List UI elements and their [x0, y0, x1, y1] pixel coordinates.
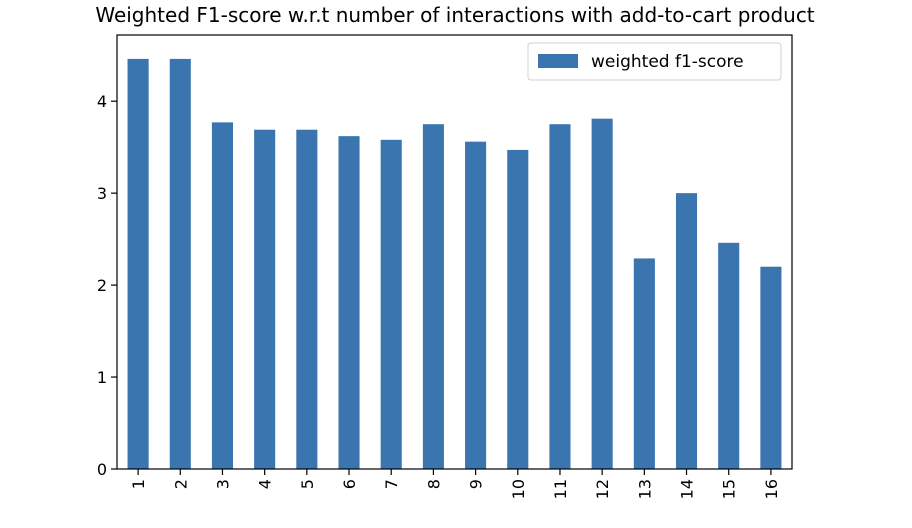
bar-14 — [675, 193, 698, 469]
x-tick-label-8: 8 — [424, 479, 443, 489]
legend-label: weighted f1-score — [591, 52, 744, 72]
x-tick-label-6: 6 — [340, 479, 359, 489]
chart-title: Weighted F1-score w.r.t number of intera… — [95, 3, 814, 27]
x-tick-label-5: 5 — [298, 479, 317, 489]
x-tick-label-7: 7 — [382, 479, 401, 489]
y-tick-label-1: 1 — [97, 368, 107, 387]
x-tick-label-11: 11 — [551, 479, 570, 499]
x-tick-label-10: 10 — [509, 479, 528, 499]
x-tick-label-16: 16 — [762, 479, 781, 499]
bar-9 — [465, 141, 487, 469]
x-tick-label-13: 13 — [635, 479, 654, 499]
legend: weighted f1-score — [527, 42, 782, 81]
bar-2 — [169, 58, 191, 469]
bar-13 — [633, 258, 655, 469]
x-tick-label-15: 15 — [720, 479, 739, 499]
y-tick-label-4: 4 — [97, 92, 107, 111]
bars-layer — [127, 58, 782, 470]
plot-frame — [116, 34, 793, 470]
y-axis: 0 1 2 3 4 — [97, 92, 117, 479]
x-tick-label-3: 3 — [213, 479, 232, 489]
bar-16 — [760, 266, 782, 469]
x-tick-label-14: 14 — [678, 479, 697, 499]
legend-box — [527, 42, 782, 81]
legend-swatch — [538, 54, 578, 68]
bar-3 — [211, 122, 234, 469]
y-tick-label-0: 0 — [97, 460, 107, 479]
bar-4 — [254, 129, 276, 469]
y-tick-label-2: 2 — [97, 276, 107, 295]
y-tick-label-3: 3 — [97, 184, 107, 203]
x-tick-label-1: 1 — [129, 479, 148, 489]
bar-7 — [380, 139, 402, 469]
bar-1 — [127, 58, 149, 469]
x-tick-label-9: 9 — [467, 479, 486, 489]
bar-11 — [549, 124, 571, 469]
bar-12 — [591, 118, 613, 470]
x-tick-label-2: 2 — [171, 479, 190, 489]
bar-15 — [718, 242, 740, 469]
bar-6 — [338, 136, 360, 469]
bar-10 — [507, 149, 529, 469]
bar-5 — [296, 129, 318, 469]
x-axis: 1 2 3 4 5 6 7 8 9 10 11 12 13 14 15 16 — [129, 469, 781, 499]
x-tick-label-12: 12 — [593, 479, 612, 499]
bar-8 — [422, 124, 444, 469]
x-tick-label-4: 4 — [256, 479, 275, 489]
